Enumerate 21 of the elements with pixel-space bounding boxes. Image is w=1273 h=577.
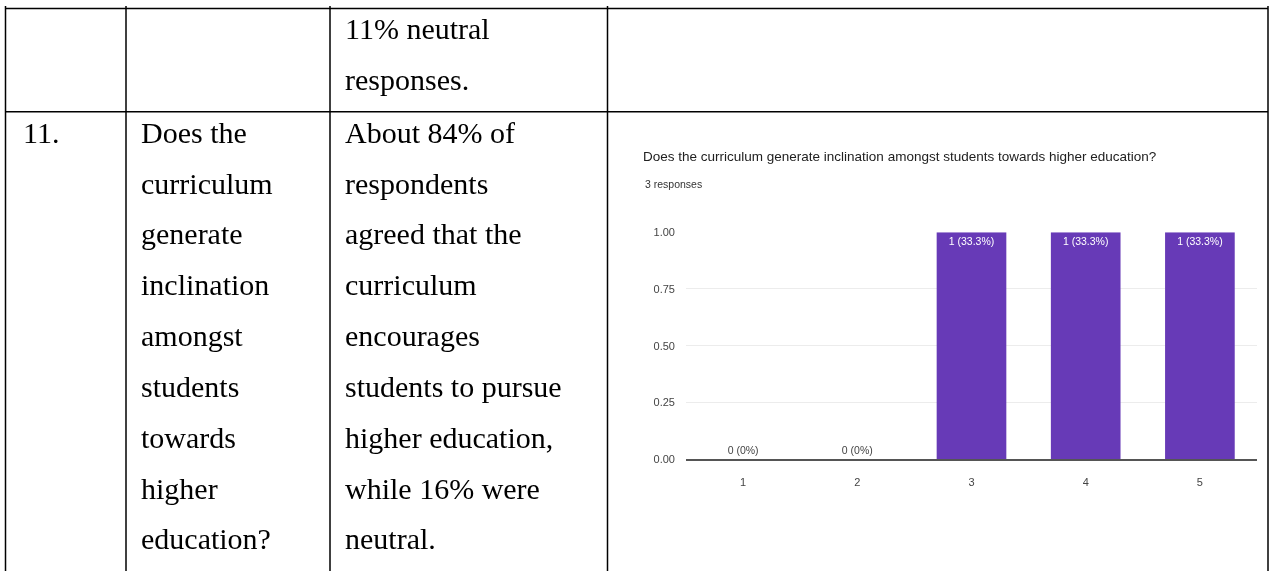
text: About 84% of respondents agreed that the curriculum encourages students to pursue higher education, while 16% were neutral. (345, 116, 562, 555)
text: 11% neutral responses. (345, 12, 490, 96)
data-label: 1 (33.3%) (1062, 235, 1109, 248)
x-tick-label: 4 (1082, 476, 1089, 489)
y-tick-label: 1.00 (653, 226, 675, 239)
x-tick-label: 1 (740, 476, 747, 489)
data-label: 0 (0%) (727, 444, 759, 457)
chart-title: Does the curriculum generate inclination amongst students towards higher education? (643, 148, 1157, 164)
y-tick-label: 0.50 (653, 339, 675, 352)
y-tick-label: 0.25 (653, 396, 675, 409)
x-tick-label: 2 (854, 476, 861, 489)
chart-subtitle: 3 responses (645, 178, 703, 190)
y-tick-label: 0.00 (653, 453, 675, 466)
data-label: 0 (0%) (841, 444, 873, 457)
data-label: 1 (33.3%) (948, 235, 995, 248)
x-tick-label: 3 (968, 476, 975, 489)
y-tick-label: 0.75 (653, 282, 675, 295)
text: Does the curriculum generate inclination amongst students towards higher education? (141, 116, 273, 555)
text: 11. (23, 116, 60, 149)
data-label: 1 (33.3%) (1177, 235, 1223, 248)
x-tick-label: 5 (1196, 476, 1203, 489)
